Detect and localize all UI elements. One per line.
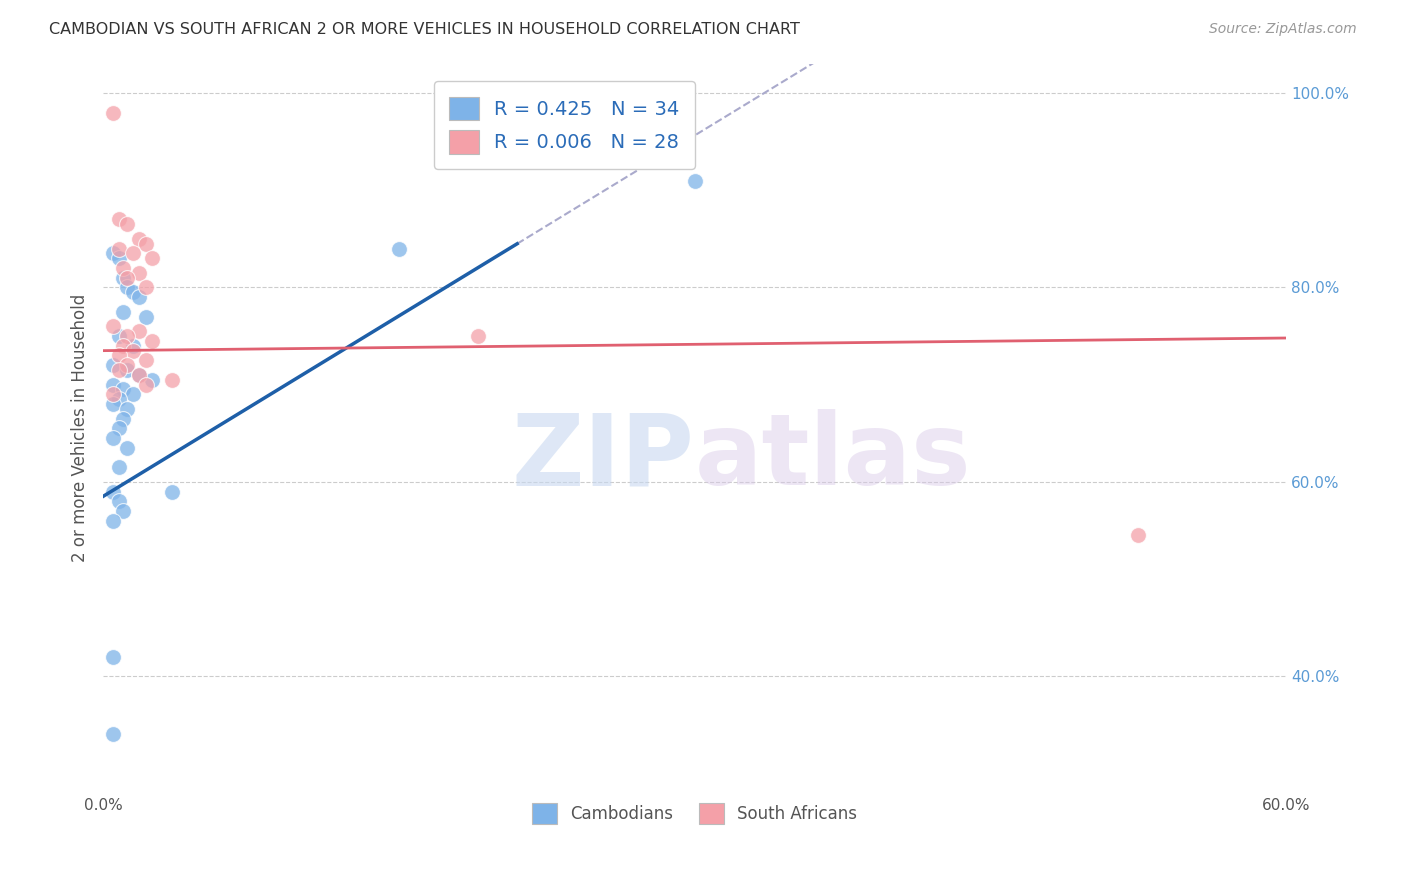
Point <box>101 431 124 445</box>
Point <box>135 377 157 392</box>
Point <box>121 285 143 300</box>
Point <box>115 270 138 285</box>
Point <box>111 383 134 397</box>
Point <box>683 174 706 188</box>
Point <box>135 310 157 324</box>
Point <box>108 212 131 227</box>
Y-axis label: 2 or more Vehicles in Household: 2 or more Vehicles in Household <box>72 294 89 563</box>
Point <box>121 246 143 260</box>
Point <box>160 484 183 499</box>
Point <box>115 329 138 343</box>
Point <box>115 441 138 455</box>
Point <box>388 242 411 256</box>
Point <box>108 460 131 475</box>
Point <box>108 421 131 435</box>
Point <box>115 358 138 372</box>
Text: Source: ZipAtlas.com: Source: ZipAtlas.com <box>1209 22 1357 37</box>
Text: ZIP: ZIP <box>512 409 695 506</box>
Point <box>101 319 124 334</box>
Text: atlas: atlas <box>695 409 972 506</box>
Point <box>160 373 183 387</box>
Point <box>101 358 124 372</box>
Point <box>108 242 131 256</box>
Point <box>128 368 150 382</box>
Point <box>141 373 163 387</box>
Point <box>101 246 124 260</box>
Point <box>101 397 124 411</box>
Point <box>108 252 131 266</box>
Point <box>101 105 124 120</box>
Point <box>108 349 131 363</box>
Point <box>111 261 134 276</box>
Point <box>111 504 134 518</box>
Point <box>135 280 157 294</box>
Point <box>141 334 163 348</box>
Point <box>115 363 138 377</box>
Point <box>128 290 150 304</box>
Point <box>108 392 131 407</box>
Point <box>111 270 134 285</box>
Point <box>128 324 150 338</box>
Point <box>115 218 138 232</box>
Point <box>115 401 138 416</box>
Point <box>115 280 138 294</box>
Point <box>128 232 150 246</box>
Point <box>108 494 131 508</box>
Point <box>108 329 131 343</box>
Point <box>101 377 124 392</box>
Point <box>121 387 143 401</box>
Point <box>121 339 143 353</box>
Point <box>101 649 124 664</box>
Point <box>101 387 124 401</box>
Point <box>101 514 124 528</box>
Point <box>128 368 150 382</box>
Point <box>467 329 489 343</box>
Point <box>111 411 134 425</box>
Point <box>135 236 157 251</box>
Point <box>121 343 143 358</box>
Point <box>141 252 163 266</box>
Point <box>135 353 157 368</box>
Point <box>111 305 134 319</box>
Point <box>128 266 150 280</box>
Point <box>101 727 124 741</box>
Point <box>111 339 134 353</box>
Point <box>101 484 124 499</box>
Legend: Cambodians, South Africans: Cambodians, South Africans <box>520 792 869 835</box>
Text: CAMBODIAN VS SOUTH AFRICAN 2 OR MORE VEHICLES IN HOUSEHOLD CORRELATION CHART: CAMBODIAN VS SOUTH AFRICAN 2 OR MORE VEH… <box>49 22 800 37</box>
Point <box>1126 528 1149 542</box>
Point <box>108 363 131 377</box>
